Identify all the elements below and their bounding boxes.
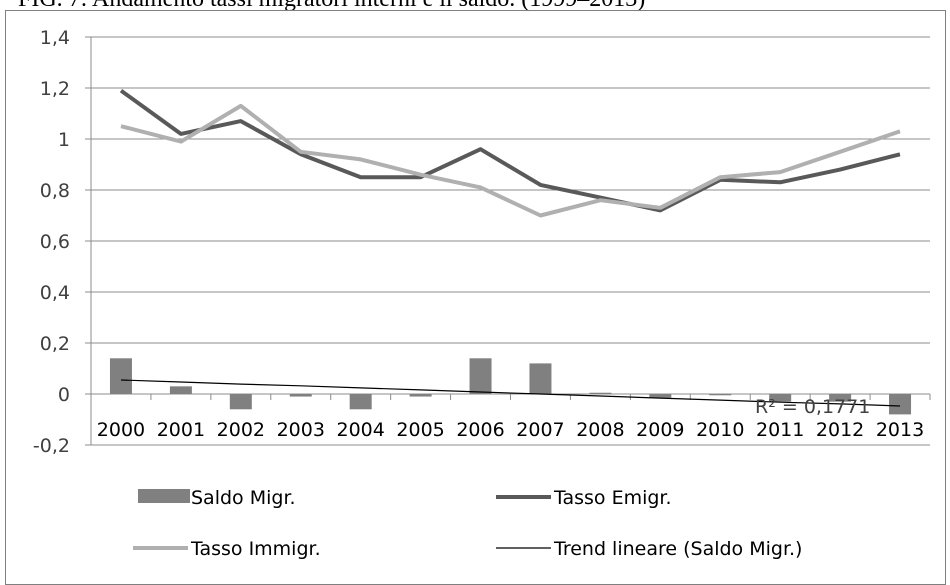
bar-saldo-2008: [589, 392, 612, 394]
line-trend-lineare-saldo-migr: [120, 379, 901, 407]
x-tick-label: 2006: [456, 419, 504, 441]
annotation-layer: R² = 0,1771: [755, 396, 870, 418]
bar-saldo-2011: [769, 394, 792, 402]
bar-saldo-2003: [289, 394, 312, 397]
bar-saldo-2010: [709, 394, 732, 396]
x-tick-label: 2009: [636, 419, 684, 441]
bar-saldo-2009: [649, 394, 672, 398]
line-series: [119, 88, 901, 407]
x-tick-label: 2000: [97, 419, 145, 441]
bar-saldo-2007: [529, 363, 552, 394]
bar-saldo-2001: [169, 386, 192, 394]
grid-layer: [85, 36, 931, 446]
y-tick-label: 0: [58, 384, 70, 406]
bar-saldo-2005: [409, 394, 432, 397]
y-tick-label: 1,4: [40, 27, 70, 49]
x-tick-label: 2007: [516, 419, 564, 441]
x-tick-label: 2010: [696, 419, 744, 441]
x-tick-label: 2013: [876, 419, 924, 441]
bar-saldo-2012: [829, 394, 852, 402]
bar-saldo-2004: [349, 394, 372, 410]
x-tick-label: 2004: [336, 419, 384, 441]
r-squared-annotation: R² = 0,1771: [755, 396, 870, 418]
x-tick-label: 2011: [756, 419, 804, 441]
legend-label-saldo-migr: Saldo Migr.: [191, 487, 296, 509]
x-tick-label: 2003: [277, 419, 325, 441]
bar-saldo-2006: [469, 358, 492, 394]
legend-label-tasso-emigr: Tasso Emigr.: [553, 487, 672, 509]
legend: Saldo Migr. Tasso Emigr. Tasso Immigr. Tren…: [133, 487, 802, 560]
y-tick-label: 1: [58, 129, 70, 151]
bar-saldo-2002: [229, 394, 252, 410]
y-tick-labels: 1,4 1,2 1 0,8 0,6 0,4 0,2 0 -0,2: [33, 27, 70, 457]
legend-label-trend-lineare-saldo-migr: Trend lineare (Saldo Migr.): [553, 538, 802, 560]
y-tick-label: 1,2: [40, 78, 70, 100]
y-tick-label: 0,4: [40, 282, 70, 304]
bar-saldo-2000: [109, 358, 132, 394]
x-tick-label: 2005: [396, 419, 444, 441]
bar-saldo-2013: [889, 394, 912, 415]
y-tick-label: -0,2: [33, 435, 70, 457]
x-tick-label: 2001: [157, 419, 205, 441]
x-tick-labels: 2000 2001 2002 2003 2004 2005 2006 2007 2008 2009…: [97, 419, 924, 441]
y-tick-label: 0,6: [40, 231, 70, 253]
x-tick-label: 2012: [816, 419, 864, 441]
x-tick-label: 2008: [576, 419, 624, 441]
legend-swatch-saldo-migr: [138, 489, 190, 503]
line-tasso-emigr: [119, 88, 901, 213]
y-tick-label: 0,2: [40, 333, 70, 355]
x-tick-label: 2002: [217, 419, 265, 441]
line-tasso-immigr: [120, 103, 901, 218]
legend-label-tasso-immigr: Tasso Immigr.: [190, 538, 321, 560]
bar-series-saldo: [109, 358, 912, 415]
cut-off-title: FIG. 7: Andamento tassi migratori intern…: [18, 0, 645, 13]
y-tick-label: 0,8: [40, 180, 70, 202]
